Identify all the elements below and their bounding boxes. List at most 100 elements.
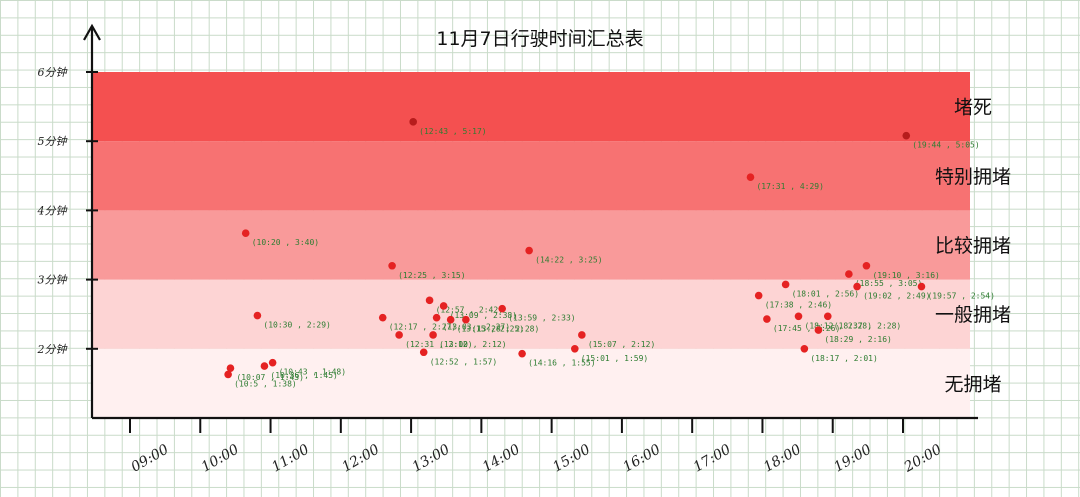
- chart-title: 11月7日行驶时间汇总表: [436, 28, 643, 50]
- point-label-27: (18:17 , 2:01): [810, 354, 877, 363]
- data-point-28: [814, 326, 823, 334]
- point-label-24: (17:45 , 2:26): [773, 324, 840, 333]
- data-point-19: [525, 246, 533, 255]
- point-label-31: (19:02 , 2:49): [863, 292, 930, 301]
- x-tick-label: 19:00: [831, 441, 874, 475]
- x-ticks: 09:00 10:00 11:00 12:00 13:00 14:00 15:00 16:00…: [129, 418, 945, 476]
- data-point-21: [578, 331, 586, 339]
- data-point-4: [260, 362, 269, 370]
- y-tick-label: 4分钟: [37, 204, 69, 217]
- point-label-32: (19:10 , 3:16): [872, 271, 939, 280]
- data-point-34: [917, 282, 926, 291]
- band-label: 特别拥堵: [935, 166, 1011, 188]
- point-label-34: (19:57 , 2:54): [927, 292, 994, 301]
- data-point-11: [425, 296, 434, 305]
- x-tick-label: 12:00: [339, 441, 382, 475]
- x-tick-label: 15:00: [550, 441, 593, 475]
- band-1: [92, 279, 970, 349]
- data-point-5: [268, 358, 277, 367]
- data-point-29: [823, 312, 832, 321]
- point-label-17: (13:59 , 2:33): [508, 314, 575, 323]
- x-tick-label: 16:00: [620, 441, 663, 475]
- data-point-13: [432, 313, 441, 322]
- data-point-14: [439, 302, 448, 310]
- x-tick-label: 17:00: [691, 441, 734, 475]
- data-point-12: [429, 331, 437, 339]
- data-point-17: [498, 304, 506, 313]
- point-label-16: (13:28 , 2:28): [472, 325, 539, 334]
- point-label-5: (10:43 , 1:48): [279, 368, 346, 377]
- point-label-19: (14:22 , 3:25): [535, 256, 602, 265]
- x-tick-label: 14:00: [480, 441, 523, 475]
- data-points: (10:5 , 1:38)(10:07 , 1:43) (10:20 , 3:40…: [224, 118, 995, 388]
- point-label-10: (12:52 , 1:57): [430, 357, 497, 366]
- point-label-25: (18:01 , 2:56): [792, 289, 859, 298]
- data-point-2: [241, 229, 250, 238]
- point-label-8: (12:31 , 2:12): [405, 340, 472, 349]
- point-label-18: (14:16 , 1:55): [528, 359, 595, 368]
- data-point-25: [781, 280, 790, 289]
- data-point-22: [746, 173, 755, 181]
- data-point-30: [845, 270, 853, 278]
- band-4: [92, 72, 970, 142]
- data-point-33: [902, 131, 911, 140]
- point-label-23: (17:38 , 2:46): [765, 301, 832, 310]
- data-point-0: [224, 370, 232, 379]
- data-point-32: [862, 261, 871, 270]
- data-point-3: [253, 311, 262, 320]
- y-ticks: 2分钟 3分钟 4分钟 5分钟 6分钟: [37, 66, 98, 356]
- y-tick-label: 6分钟: [38, 66, 69, 79]
- data-point-15: [446, 315, 455, 324]
- point-label-7: (12:25 , 3:15): [398, 271, 465, 280]
- data-point-31: [853, 282, 861, 291]
- point-label-2: (10:20 , 3:40): [252, 238, 319, 247]
- y-axis-arrow: [83, 23, 101, 41]
- point-label-9: (12:43 , 5:17): [419, 127, 486, 136]
- point-label-14: (13:09 , 2:38): [450, 311, 517, 320]
- data-point-9: [409, 118, 417, 126]
- point-label-15: (13:15 , 2:25): [457, 325, 524, 334]
- band-label: 无拥堵: [944, 373, 1001, 395]
- data-point-20: [571, 345, 579, 353]
- data-point-6: [378, 313, 387, 322]
- data-point-26: [794, 312, 803, 321]
- point-label-29: (18:37 , 2:28): [834, 321, 901, 330]
- point-label-28: (18:29 , 2:16): [824, 335, 891, 344]
- data-point-24: [763, 315, 771, 323]
- data-point-16: [462, 315, 470, 324]
- point-label-13: (13:03 , 2:27): [443, 323, 510, 332]
- x-tick-label: 10:00: [199, 441, 242, 475]
- point-label-12: (13:00 , 2:12): [439, 340, 506, 349]
- x-tick-label: 18:00: [761, 441, 804, 475]
- x-tick-label: 11:00: [269, 441, 312, 475]
- x-tick-label: 20:00: [901, 441, 945, 476]
- band-0: [92, 348, 970, 418]
- data-point-18: [518, 349, 526, 358]
- point-label-11: (12:57 , 2:42): [436, 305, 503, 314]
- point-label-22: (17:31 , 4:29): [756, 182, 823, 191]
- data-point-8: [395, 331, 403, 339]
- x-tick-label: 09:00: [129, 441, 172, 475]
- data-point-1: [226, 364, 235, 372]
- data-point-27: [800, 345, 809, 353]
- point-label-0: (10:5 , 1:38): [234, 379, 297, 388]
- point-label-21: (15:07 , 2:12): [588, 340, 655, 349]
- point-label-4: (10:36 , 1:45): [270, 371, 337, 380]
- band-labels: 无拥堵 一般拥堵 比较拥堵 特别拥堵 堵死: [935, 97, 1011, 396]
- data-point-23: [754, 291, 763, 300]
- congestion-bands: [92, 72, 970, 418]
- x-tick-label: 13:00: [410, 441, 453, 475]
- band-label: 比较拥堵: [935, 235, 1011, 257]
- band-label: 一般拥堵: [935, 304, 1011, 326]
- band-2: [92, 210, 970, 280]
- axes: [83, 23, 978, 420]
- data-point-7: [388, 261, 396, 270]
- y-tick-label: 2分钟: [37, 343, 69, 356]
- band-label: 堵死: [954, 97, 992, 119]
- band-3: [92, 141, 970, 211]
- point-label-1: (10:07 , 1:43): [236, 373, 303, 382]
- point-label-33: (19:44 , 5:05): [912, 141, 979, 150]
- point-label-20: (15:01 , 1:59): [581, 354, 648, 363]
- point-label-30: (18:55 , 3:05): [855, 279, 922, 288]
